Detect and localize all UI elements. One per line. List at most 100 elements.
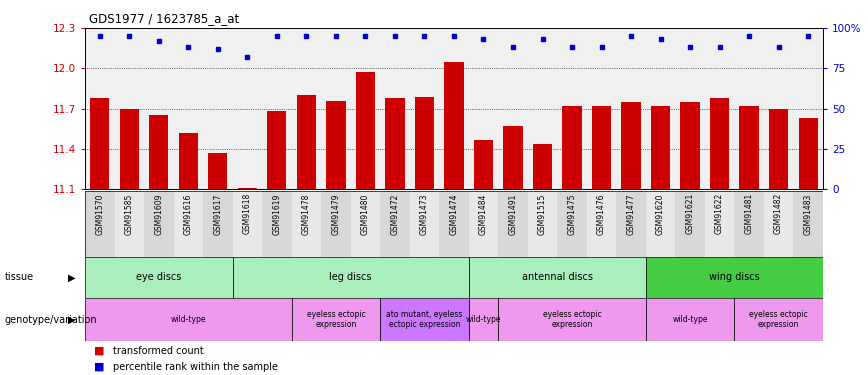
- Bar: [734, 191, 764, 257]
- Bar: [292, 191, 321, 257]
- Bar: [621, 102, 641, 189]
- Bar: [85, 191, 115, 257]
- Bar: [528, 191, 557, 257]
- Bar: [675, 191, 705, 257]
- Text: wild-type: wild-type: [171, 315, 206, 324]
- Text: wing discs: wing discs: [709, 273, 760, 282]
- Text: GSM91475: GSM91475: [568, 193, 576, 235]
- Bar: [616, 191, 646, 257]
- Text: GSM91616: GSM91616: [184, 193, 193, 235]
- Text: ■: ■: [94, 362, 104, 372]
- Bar: [498, 191, 528, 257]
- Bar: [469, 257, 646, 298]
- Text: wild-type: wild-type: [673, 315, 707, 324]
- Bar: [321, 191, 351, 257]
- Bar: [380, 191, 410, 257]
- Text: transformed count: transformed count: [113, 346, 204, 356]
- Bar: [351, 191, 380, 257]
- Bar: [710, 98, 729, 189]
- Text: GSM91617: GSM91617: [214, 193, 222, 235]
- Bar: [592, 106, 611, 189]
- Text: genotype/variation: genotype/variation: [4, 315, 97, 325]
- Text: GSM91480: GSM91480: [361, 193, 370, 235]
- Text: GSM91478: GSM91478: [302, 193, 311, 235]
- Bar: [503, 126, 523, 189]
- Text: tissue: tissue: [4, 273, 34, 282]
- Bar: [267, 111, 286, 189]
- Bar: [115, 191, 144, 257]
- Text: GSM91483: GSM91483: [804, 193, 812, 235]
- Text: ato mutant, eyeless
ectopic expression: ato mutant, eyeless ectopic expression: [386, 310, 463, 329]
- Bar: [238, 188, 257, 189]
- Text: wild-type: wild-type: [466, 315, 501, 324]
- Text: GSM91479: GSM91479: [332, 193, 340, 235]
- Bar: [793, 191, 823, 257]
- Bar: [174, 191, 203, 257]
- Bar: [356, 72, 375, 189]
- Text: GSM91474: GSM91474: [450, 193, 458, 235]
- Bar: [469, 191, 498, 257]
- Bar: [651, 106, 670, 189]
- Text: GSM91477: GSM91477: [627, 193, 635, 235]
- Bar: [474, 140, 493, 189]
- Text: GSM91620: GSM91620: [656, 193, 665, 235]
- Bar: [533, 144, 552, 189]
- Bar: [149, 116, 168, 189]
- Text: GSM91618: GSM91618: [243, 193, 252, 234]
- Bar: [469, 298, 498, 341]
- Bar: [587, 191, 616, 257]
- Bar: [292, 298, 380, 341]
- Text: GDS1977 / 1623785_a_at: GDS1977 / 1623785_a_at: [89, 12, 240, 25]
- Bar: [498, 298, 646, 341]
- Bar: [326, 101, 345, 189]
- Bar: [262, 191, 292, 257]
- Text: GSM91515: GSM91515: [538, 193, 547, 235]
- Bar: [415, 97, 434, 189]
- Bar: [410, 191, 439, 257]
- Text: eyeless ectopic
expression: eyeless ectopic expression: [749, 310, 808, 329]
- Text: ■: ■: [94, 346, 104, 356]
- Text: GSM91619: GSM91619: [273, 193, 281, 235]
- Text: eye discs: eye discs: [136, 273, 181, 282]
- Text: GSM91476: GSM91476: [597, 193, 606, 235]
- Text: leg discs: leg discs: [330, 273, 372, 282]
- Text: antennal discs: antennal discs: [522, 273, 593, 282]
- Bar: [769, 109, 788, 189]
- Bar: [179, 133, 198, 189]
- Text: eyeless ectopic
expression: eyeless ectopic expression: [542, 310, 602, 329]
- Bar: [85, 257, 233, 298]
- Text: ▶: ▶: [69, 315, 76, 325]
- Text: GSM91482: GSM91482: [774, 193, 783, 234]
- Bar: [557, 191, 587, 257]
- Bar: [85, 298, 292, 341]
- Bar: [120, 109, 139, 189]
- Bar: [681, 102, 700, 189]
- Bar: [144, 191, 174, 257]
- Bar: [203, 191, 233, 257]
- Text: GSM91472: GSM91472: [391, 193, 399, 235]
- Text: GSM91484: GSM91484: [479, 193, 488, 235]
- Bar: [799, 118, 818, 189]
- Bar: [764, 191, 793, 257]
- Bar: [439, 191, 469, 257]
- Bar: [297, 95, 316, 189]
- Text: GSM91622: GSM91622: [715, 193, 724, 234]
- Text: GSM91609: GSM91609: [155, 193, 163, 235]
- Text: eyeless ectopic
expression: eyeless ectopic expression: [306, 310, 365, 329]
- Text: GSM91585: GSM91585: [125, 193, 134, 235]
- Text: ▶: ▶: [69, 273, 76, 282]
- Bar: [233, 191, 262, 257]
- Bar: [90, 98, 109, 189]
- Bar: [385, 98, 404, 189]
- Text: GSM91491: GSM91491: [509, 193, 517, 235]
- Bar: [233, 257, 469, 298]
- Bar: [734, 298, 823, 341]
- Bar: [705, 191, 734, 257]
- Bar: [444, 62, 464, 189]
- Bar: [646, 191, 675, 257]
- Text: GSM91570: GSM91570: [95, 193, 104, 235]
- Bar: [740, 106, 759, 189]
- Bar: [380, 298, 469, 341]
- Bar: [208, 153, 227, 189]
- Text: GSM91621: GSM91621: [686, 193, 694, 234]
